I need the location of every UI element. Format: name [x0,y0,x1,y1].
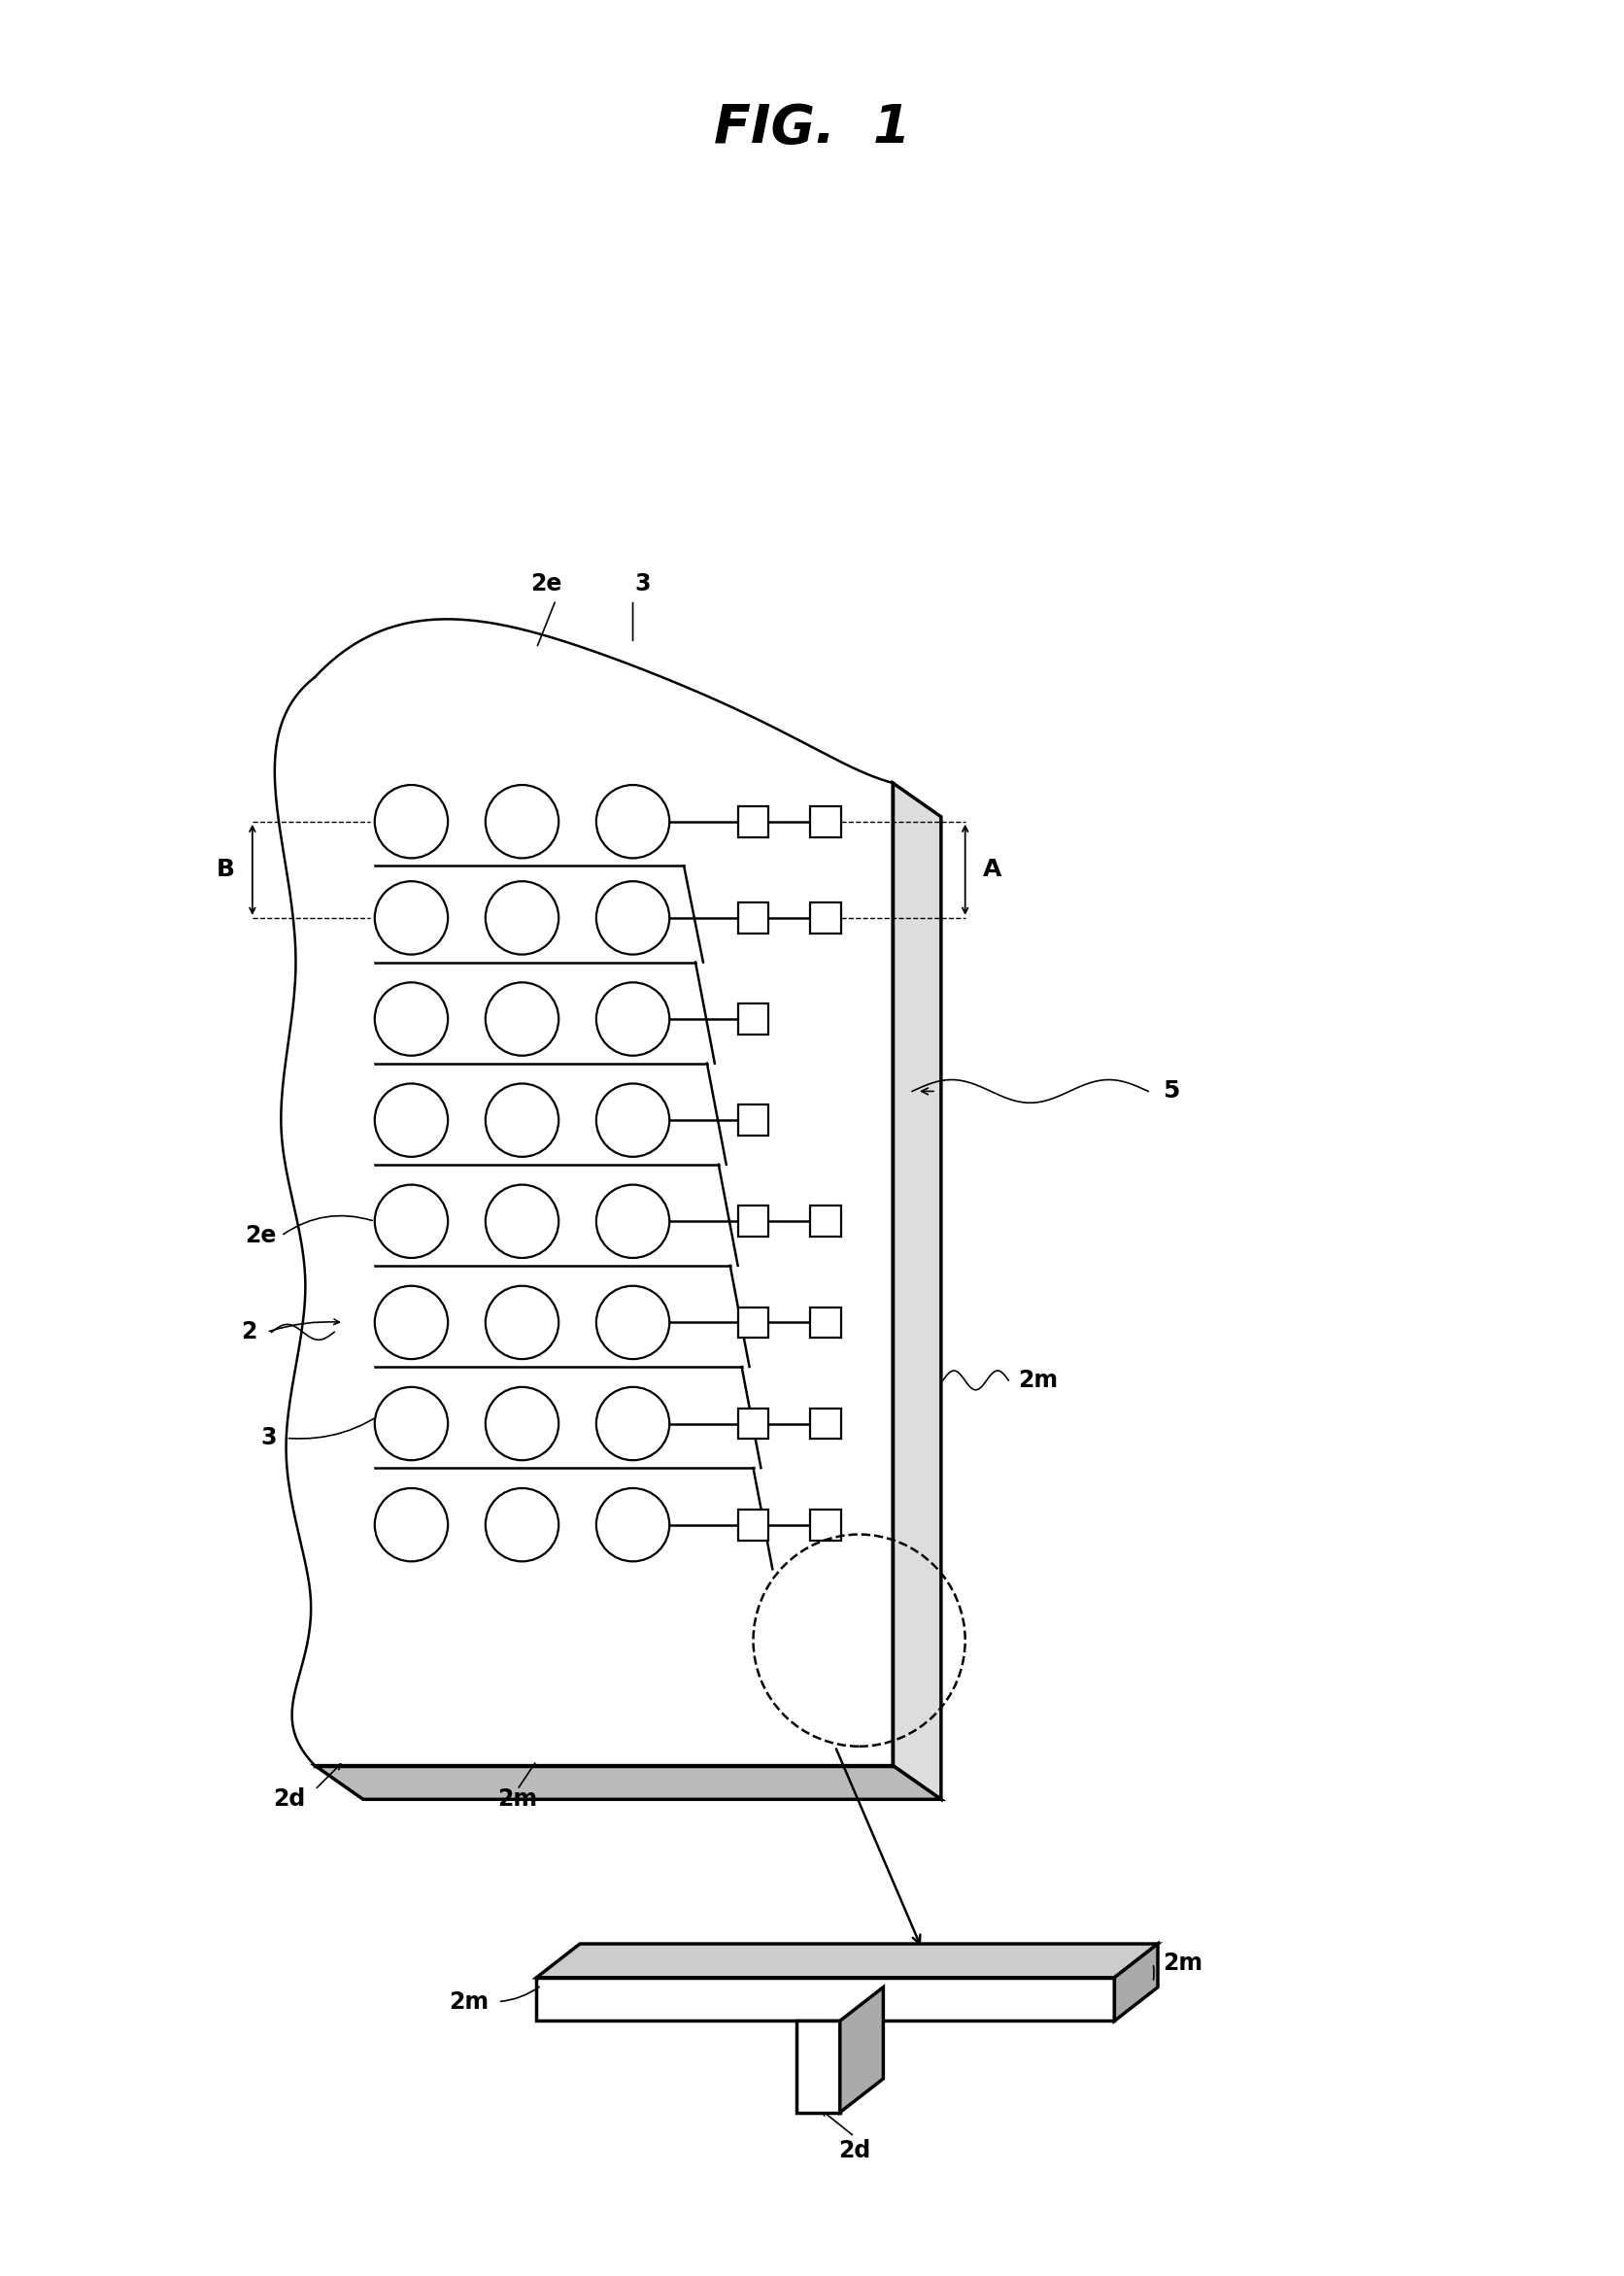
Circle shape [486,881,559,954]
Bar [810,904,841,933]
Text: 2e: 2e [245,1224,276,1247]
Circle shape [486,983,559,1056]
Polygon shape [797,2021,840,2112]
Text: 2d: 2d [273,1787,305,1812]
Bar [810,1306,841,1338]
Circle shape [596,1286,669,1359]
Bar [737,1004,768,1033]
Bar [737,904,768,933]
Circle shape [375,1386,448,1461]
Bar [737,1409,768,1438]
Bar [737,1306,768,1338]
Text: 3: 3 [260,1427,276,1450]
Polygon shape [536,1944,1158,1978]
Polygon shape [536,1978,1114,2021]
Bar [737,806,768,838]
Text: 3: 3 [635,571,651,594]
Circle shape [486,1083,559,1156]
Circle shape [596,983,669,1056]
Text: FIG.  1: FIG. 1 [713,102,911,155]
Bar [810,806,841,838]
Text: 2m: 2m [497,1787,538,1812]
Circle shape [596,785,669,858]
Text: 2m: 2m [1018,1368,1059,1393]
Bar [810,1509,841,1541]
Circle shape [375,1186,448,1259]
Circle shape [596,1386,669,1461]
Bar [737,1206,768,1236]
Circle shape [375,1083,448,1156]
Text: B: B [216,858,235,881]
Circle shape [375,983,448,1056]
Circle shape [596,1186,669,1259]
Text: 2m: 2m [448,1989,489,2014]
Circle shape [375,1286,448,1359]
Text: 2: 2 [242,1320,257,1343]
Circle shape [486,1386,559,1461]
Text: 5: 5 [1163,1079,1179,1104]
Circle shape [596,1489,669,1561]
Bar [810,1409,841,1438]
Circle shape [486,1489,559,1561]
Polygon shape [315,1766,940,1800]
Circle shape [486,785,559,858]
Polygon shape [840,1987,883,2112]
Text: 2m: 2m [1163,1951,1202,1976]
Circle shape [486,1286,559,1359]
Circle shape [596,881,669,954]
Circle shape [375,881,448,954]
Circle shape [375,1489,448,1561]
Bar [737,1104,768,1136]
Bar [737,1509,768,1541]
Circle shape [375,785,448,858]
Polygon shape [893,783,940,1800]
Circle shape [596,1083,669,1156]
Text: 2d: 2d [838,2139,870,2162]
Text: 2e: 2e [531,571,562,594]
Text: A: A [983,858,1002,881]
Circle shape [486,1186,559,1259]
Polygon shape [1114,1944,1158,2021]
Bar [810,1206,841,1236]
